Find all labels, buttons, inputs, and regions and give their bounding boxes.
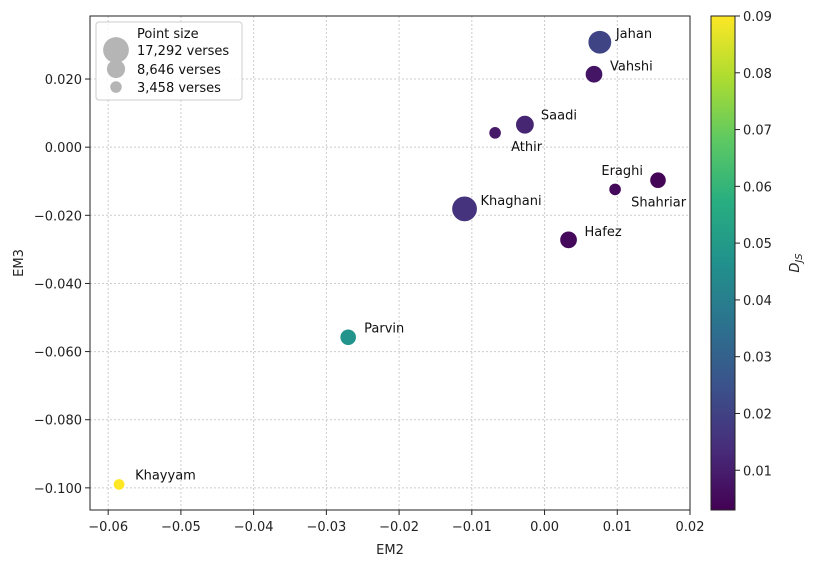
point-vahshi <box>584 65 604 84</box>
y-tick-label: −0.080 <box>34 414 82 429</box>
y-axis: −0.100 −0.080 −0.060 −0.040 −0.020 0.000 0.020 <box>34 73 90 497</box>
legend-title: Point size <box>137 27 199 42</box>
point-parvin <box>339 328 357 346</box>
point-khayyam <box>112 478 126 491</box>
legend-marker <box>106 59 126 79</box>
point-eraghi <box>649 171 667 189</box>
colorbar-label-main: D <box>788 263 803 273</box>
legend-label: 8,646 verses <box>137 63 221 78</box>
label-athir: Athir <box>511 140 543 155</box>
colorbar-tick-label: 0.04 <box>743 294 772 309</box>
label-jahan: Jahan <box>615 27 652 42</box>
plot-frame <box>89 15 691 511</box>
colorbar-tick-label: 0.06 <box>743 180 772 195</box>
colorbar-tick-label: 0.03 <box>743 351 772 366</box>
y-axis-title: EM3 <box>12 249 27 277</box>
label-shahriar: Shahriar <box>631 195 687 210</box>
point-labels: Jahan Vahshi Saadi Athir Eraghi Shahriar Khagh… <box>135 27 687 483</box>
legend-marker <box>103 37 129 63</box>
x-axis: −0.06 −0.05 −0.04 −0.03 −0.02 −0.01 0.00 0.01 0.… <box>88 510 704 535</box>
x-tick-label: 0.00 <box>530 520 559 535</box>
y-tick-label: 0.000 <box>45 141 82 156</box>
size-legend: Point size 17,292 verses 8,646 verses 3,45… <box>95 21 243 101</box>
colorbar-ticks: 0.01 0.02 0.03 0.04 0.05 0.06 0.07 0.08 0.09 <box>735 10 772 479</box>
point-shahriar <box>608 182 622 197</box>
colorbar-tick-label: 0.07 <box>743 124 772 139</box>
colorbar-tick-label: 0.05 <box>743 237 772 252</box>
label-khayyam: Khayyam <box>135 468 196 483</box>
colorbar-gradient <box>710 15 736 511</box>
x-tick-label: −0.03 <box>306 520 346 535</box>
x-tick-label: −0.06 <box>88 520 128 535</box>
colorbar-tick-label: 0.08 <box>743 67 772 82</box>
x-tick-label: −0.01 <box>452 520 492 535</box>
point-jahan <box>587 30 613 55</box>
colorbar-tick-label: 0.01 <box>743 464 772 479</box>
colorbar-label-sub: JS <box>794 253 805 265</box>
x-tick-label: 0.01 <box>603 520 632 535</box>
y-tick-label: −0.040 <box>34 277 82 292</box>
label-parvin: Parvin <box>364 321 404 336</box>
colorbar-tick-label: 0.09 <box>743 10 772 25</box>
point-saadi <box>515 114 535 135</box>
label-saadi: Saadi <box>541 109 577 124</box>
label-khaghani: Khaghani <box>481 194 542 209</box>
colorbar: 0.01 0.02 0.03 0.04 0.05 0.06 0.07 0.08 0.09 DJS <box>710 10 805 511</box>
data-points <box>112 30 667 491</box>
legend-label: 17,292 verses <box>137 44 229 59</box>
x-tick-label: 0.02 <box>676 520 705 535</box>
label-hafez: Hafez <box>585 225 622 240</box>
y-tick-label: −0.060 <box>34 346 82 361</box>
label-eraghi: Eraghi <box>601 164 643 179</box>
y-tick-label: −0.100 <box>34 482 82 497</box>
colorbar-tick-label: 0.02 <box>743 407 772 422</box>
x-tick-label: −0.05 <box>161 520 201 535</box>
legend-marker <box>110 81 122 93</box>
x-tick-label: −0.04 <box>234 520 274 535</box>
colorbar-label: DJS <box>788 253 805 273</box>
point-hafez <box>559 230 578 249</box>
x-tick-label: −0.02 <box>379 520 419 535</box>
x-axis-title: EM2 <box>376 543 404 558</box>
point-khaghani <box>451 195 478 223</box>
label-vahshi: Vahshi <box>610 59 653 74</box>
legend-label: 3,458 verses <box>137 81 221 96</box>
y-tick-label: 0.020 <box>45 73 82 88</box>
legend-box <box>95 21 243 101</box>
legend-entries: 17,292 verses 8,646 verses 3,458 verses <box>103 37 229 96</box>
point-athir <box>488 126 502 140</box>
y-tick-label: −0.020 <box>34 209 82 224</box>
